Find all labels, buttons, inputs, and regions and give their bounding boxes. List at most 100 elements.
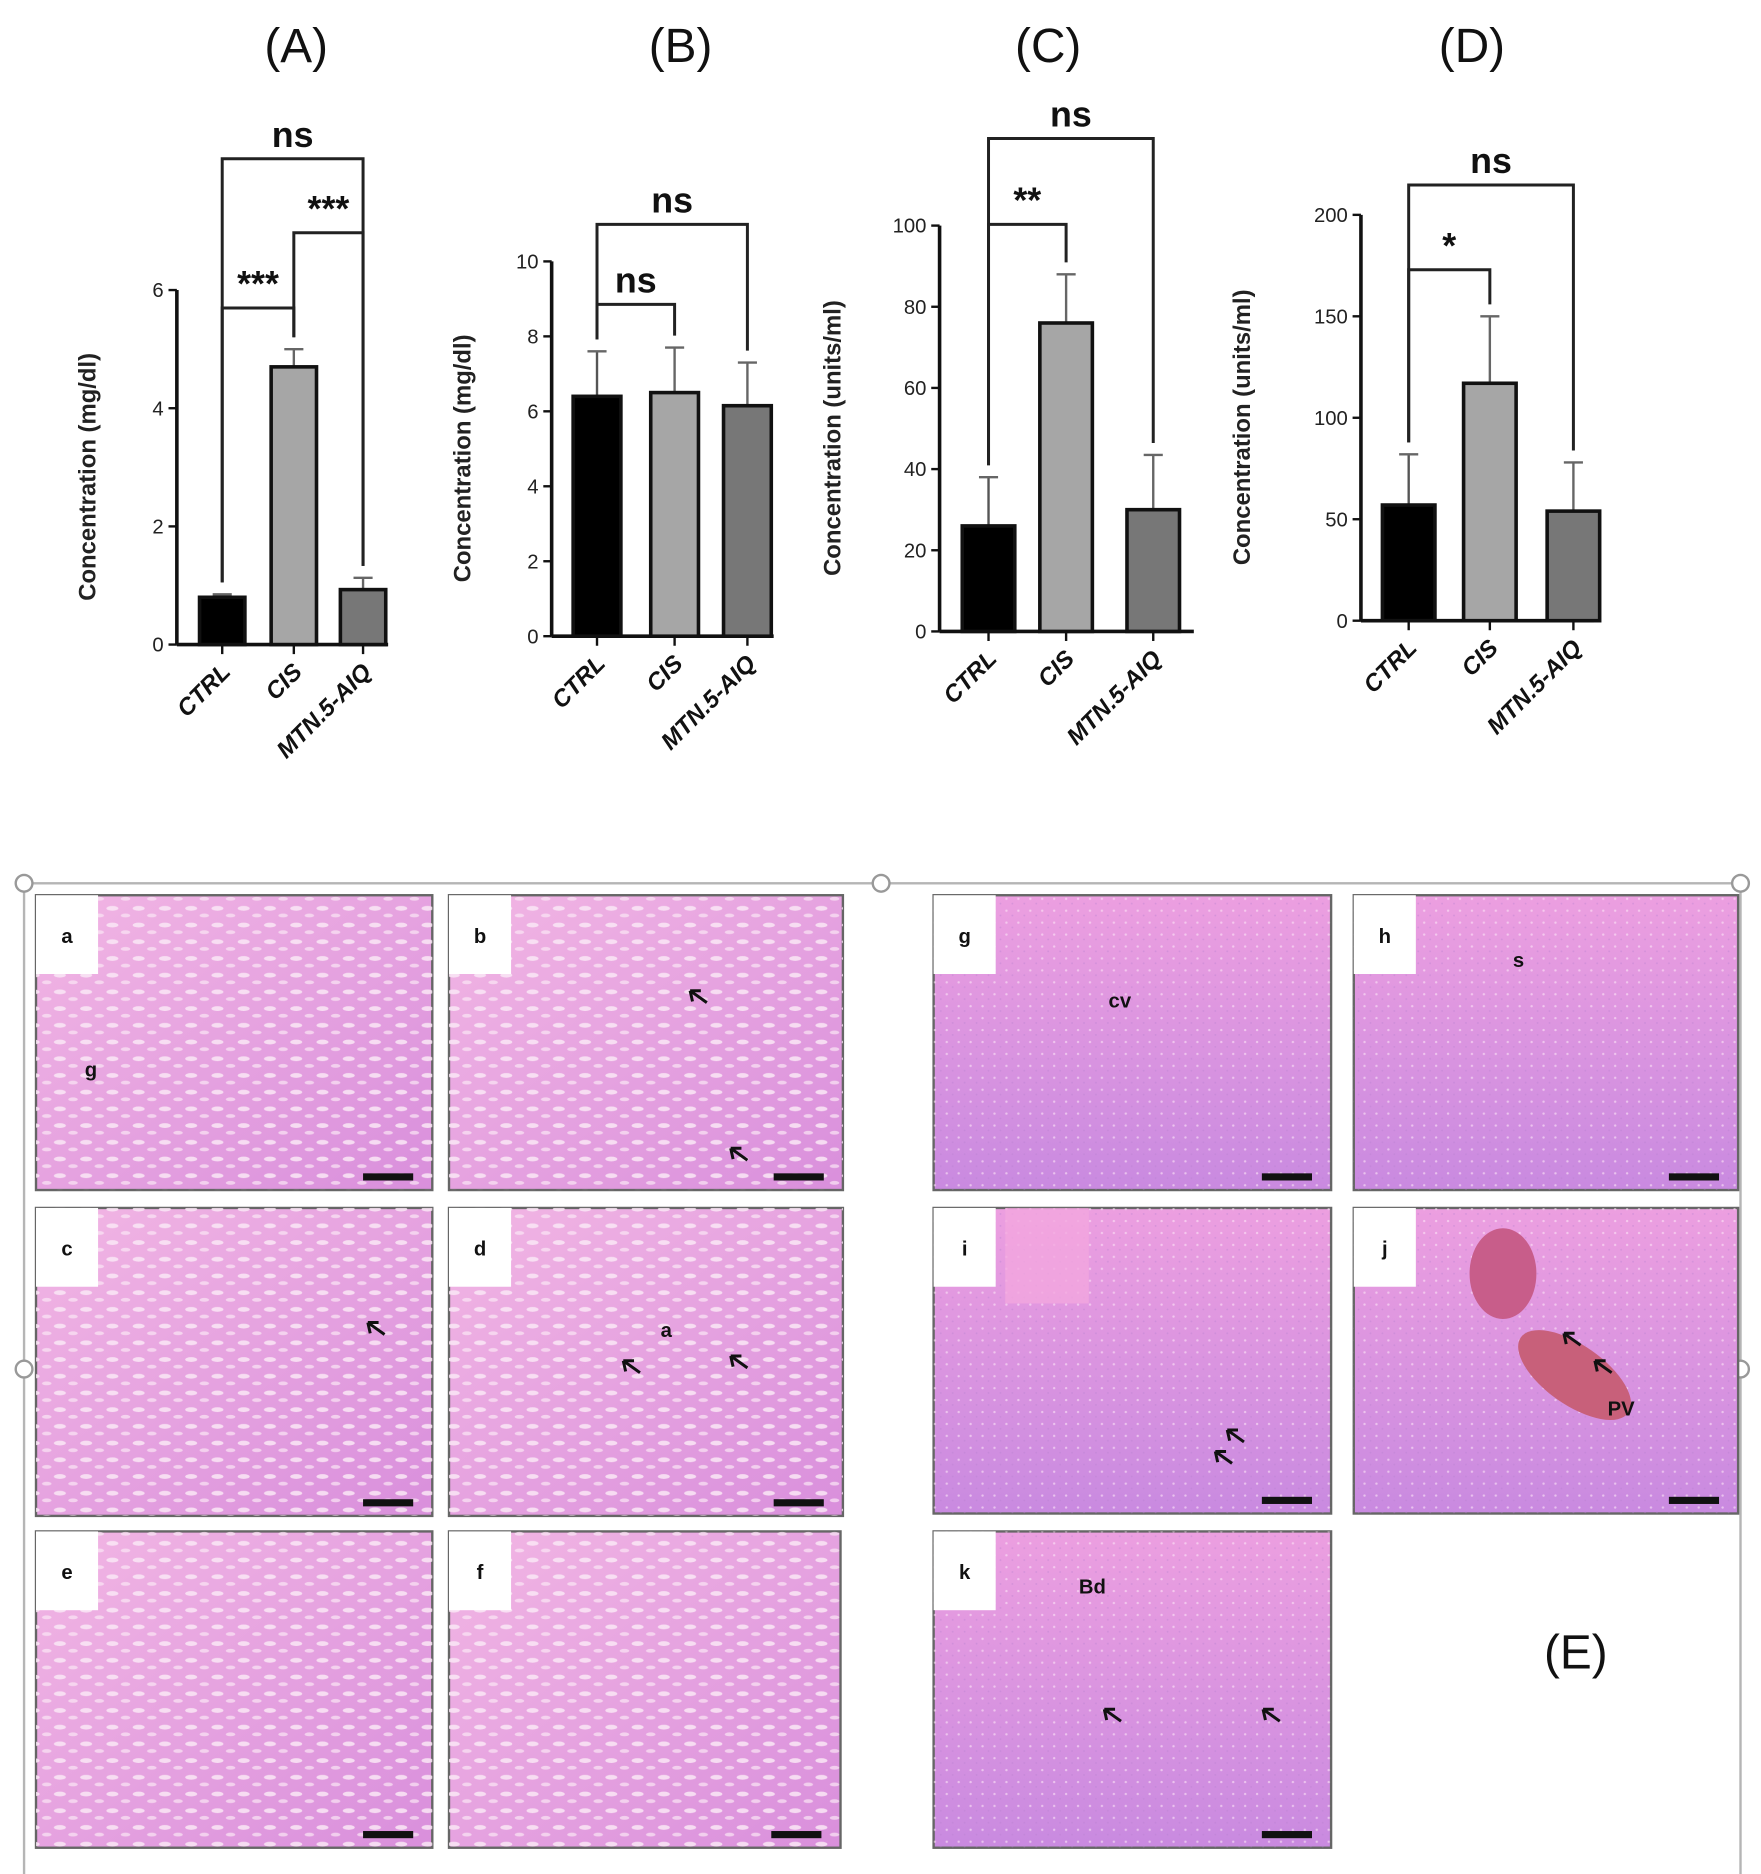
- tissue-texture: [1353, 895, 1739, 1191]
- y-tick-label: 100: [1314, 408, 1348, 430]
- tissue-texture: [36, 895, 433, 1191]
- scale-bar: [363, 1831, 414, 1839]
- y-tick-label: 0: [1337, 611, 1348, 633]
- bar-ctrl: [1380, 503, 1437, 623]
- bar-mtn.5-aiq: [721, 403, 774, 638]
- portal-vein-region: [1469, 1228, 1537, 1319]
- histology-panel-j: j PV: [1352, 1206, 1740, 1515]
- panel-label-box: [933, 895, 996, 975]
- y-tick-label: 20: [904, 540, 927, 562]
- structure-annotation: g: [85, 1060, 97, 1082]
- arrow-icon: [729, 1354, 749, 1370]
- scale-bar: [1668, 1496, 1720, 1504]
- histology-panel-f: f: [447, 1530, 842, 1849]
- tissue-texture: [933, 1207, 1332, 1514]
- panel-label: i: [962, 1239, 968, 1261]
- scale-bar: [363, 1173, 414, 1181]
- y-axis-label: Concentration (units/ml): [1229, 289, 1256, 565]
- significance-bracket: [595, 302, 677, 340]
- histology-panel-i: i: [932, 1206, 1333, 1515]
- scale-bar: [1261, 1496, 1312, 1504]
- panel-label: c: [61, 1239, 72, 1261]
- significance-label: *: [1442, 226, 1456, 266]
- panel-label: e: [61, 1562, 72, 1584]
- structure-annotation: a: [661, 1320, 673, 1342]
- arrow-icon: [1562, 1331, 1582, 1347]
- bar-ctrl: [571, 394, 623, 638]
- x-tick-label: CTRL: [547, 650, 611, 714]
- arrow-icon: [688, 989, 708, 1004]
- chart-c: (C) Concentration (units/ml) 0 20 40 60 80 100 C…: [820, 20, 1194, 751]
- y-tick-label: 10: [516, 252, 539, 274]
- chart-title: (A): [264, 20, 328, 73]
- scale-bar: [1261, 1173, 1312, 1181]
- x-tick-label: CTRL: [172, 658, 236, 722]
- bar-cis: [269, 365, 319, 647]
- x-tick-label: CTRL: [938, 645, 1002, 709]
- histology-panel-c: c: [34, 1206, 434, 1518]
- significance-bracket: [595, 222, 749, 351]
- tissue-texture: [449, 1207, 843, 1516]
- significance-bracket: [220, 306, 296, 583]
- frame-handle: [14, 873, 34, 893]
- y-tick-label: 40: [904, 459, 927, 481]
- arrow-icon: [1261, 1707, 1281, 1723]
- panel-label: a: [61, 926, 73, 948]
- bar-mtn.5-aiq: [1545, 509, 1602, 623]
- chart-title: (D): [1439, 20, 1505, 73]
- histology-panel-a: ag: [34, 894, 434, 1192]
- x-tick-label: CIS: [1456, 634, 1503, 681]
- significance-label: ns: [1470, 141, 1512, 181]
- x-tick-label: CIS: [260, 658, 307, 705]
- scale-bar: [773, 1499, 824, 1507]
- y-tick-label: 200: [1314, 205, 1348, 227]
- y-axis-label: Concentration (mg/dl): [449, 334, 476, 582]
- figure-panel-title: (E): [1544, 1627, 1608, 1680]
- panel-label-box: [36, 1531, 99, 1611]
- significance-label: ***: [308, 189, 350, 229]
- histology-panel-b: b: [447, 894, 845, 1192]
- y-axis-label: Concentration (mg/dl): [75, 353, 102, 601]
- arrow-icon: [1213, 1449, 1233, 1465]
- histology-panel-d: da: [447, 1206, 845, 1518]
- bar-cis: [1461, 381, 1518, 623]
- significance-label: ns: [1050, 95, 1092, 135]
- y-tick-label: 6: [527, 401, 538, 423]
- significance-label: ns: [272, 115, 314, 155]
- significance-label: ***: [237, 264, 279, 304]
- bar-ctrl: [197, 595, 247, 647]
- significance-bracket: [292, 231, 365, 566]
- panel-label: h: [1379, 926, 1391, 948]
- frame-handle: [1730, 873, 1751, 893]
- panel-label: j: [1381, 1239, 1388, 1261]
- frame-handle: [871, 873, 891, 893]
- histology-panel-h: hs: [1352, 894, 1740, 1192]
- chart-d: (D) Concentration (units/ml) 0 50 100 150 200 C…: [1229, 20, 1602, 740]
- x-tick-label: CIS: [641, 650, 688, 697]
- bar-cis: [1038, 321, 1095, 634]
- structure-annotation: cv: [1109, 990, 1132, 1012]
- significance-bracket: [1407, 268, 1492, 443]
- x-tick-label: CTRL: [1358, 634, 1422, 698]
- bar-ctrl: [960, 524, 1017, 634]
- bar-mtn.5-aiq: [338, 587, 388, 647]
- panel-label: b: [474, 926, 486, 948]
- significance-label: **: [1013, 180, 1041, 220]
- tissue-texture: [36, 1531, 433, 1848]
- structure-annotation: s: [1513, 950, 1524, 972]
- scale-bar: [1668, 1173, 1720, 1181]
- y-tick-label: 100: [893, 216, 927, 238]
- histology-panel-g: g cv: [932, 894, 1333, 1192]
- histology-panel-e: e: [34, 1530, 434, 1849]
- panel-label-box: [449, 895, 512, 975]
- y-tick-label: 0: [527, 626, 538, 648]
- tissue-texture: [933, 1531, 1332, 1848]
- arrow-icon: [621, 1359, 641, 1374]
- arrow-icon: [1593, 1359, 1613, 1374]
- panel-label: d: [474, 1239, 486, 1261]
- panel-label: k: [959, 1562, 971, 1584]
- y-tick-label: 2: [527, 551, 538, 573]
